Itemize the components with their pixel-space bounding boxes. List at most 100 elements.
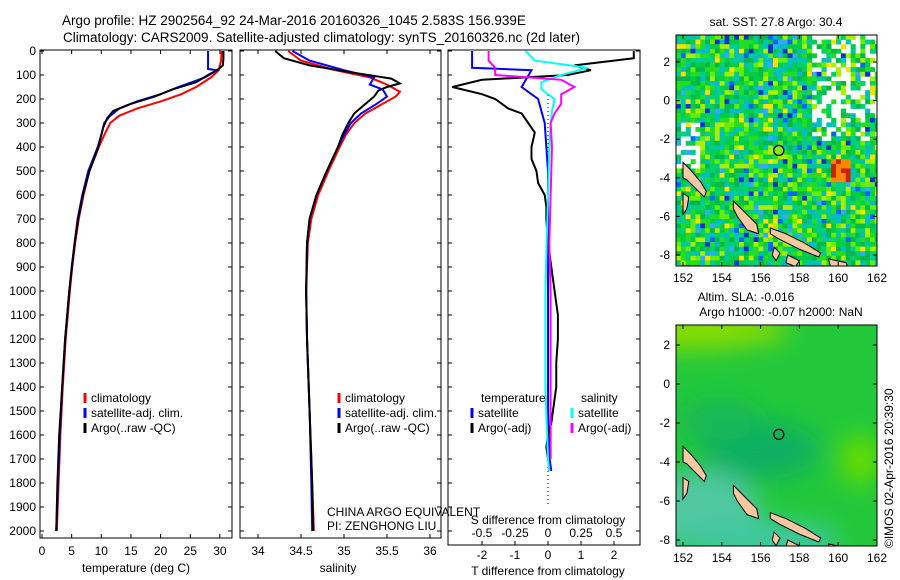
land-polygon xyxy=(682,192,690,217)
y-tick-label: 800 xyxy=(16,236,36,250)
lat-tick-label: 0 xyxy=(663,377,670,391)
map-frame xyxy=(675,34,878,267)
s-tick-label: -0.25 xyxy=(501,526,529,540)
legend-label: climatology xyxy=(91,391,151,405)
lat-tick-label: -8 xyxy=(659,533,670,547)
y-tick-label: 1300 xyxy=(9,356,36,370)
land-polygon xyxy=(771,246,781,262)
lat-tick-label: 0 xyxy=(663,94,670,108)
lat-tick-label: 2 xyxy=(663,338,670,352)
lat-tick-label: -2 xyxy=(659,132,670,146)
lon-tick-label: 154 xyxy=(712,551,732,565)
sla-map: 152 154 156 158 160 162 2 0 -2 -4 -6 -8 Altim. SLA: … xyxy=(659,290,887,565)
lon-tick-label: 156 xyxy=(751,551,771,565)
y-tick-label: 1700 xyxy=(9,452,36,466)
sst-map: 152 154 156 158 160 162 2 0 -2 -4 -6 -8 sat. SST: 27… xyxy=(659,15,887,285)
temperature-panel: 0100200300400500600700800900100011001200… xyxy=(9,44,233,575)
lon-tick-label: 162 xyxy=(867,271,887,285)
x-tick-label: -2 xyxy=(477,548,488,562)
s-tick-label: 0.5 xyxy=(606,526,623,540)
y-tick-label: 700 xyxy=(16,212,36,226)
legend-label: Argo(..raw -QC) xyxy=(91,421,176,435)
legend-label: satellite-adj. clim. xyxy=(91,406,183,420)
legend-label: climatology xyxy=(345,391,405,405)
legend-label: Argo(-adj) xyxy=(578,421,631,435)
y-tick-label: 1500 xyxy=(9,404,36,418)
lon-tick-label: 158 xyxy=(789,271,809,285)
y-tick-label: 600 xyxy=(16,188,36,202)
land-polygon xyxy=(769,227,822,258)
lon-tick-label: 154 xyxy=(712,271,732,285)
y-tick-label: 1600 xyxy=(9,428,36,442)
plot-frame xyxy=(447,49,641,546)
lon-tick-label: 160 xyxy=(828,551,848,565)
x-tick-label: 0 xyxy=(545,548,552,562)
land-polygon xyxy=(785,254,801,266)
argo-location-marker xyxy=(773,144,785,157)
x-axis-label: T difference from climatology xyxy=(471,564,625,578)
sla-field xyxy=(676,325,877,546)
y-tick-label: 1900 xyxy=(9,500,36,514)
plot-frame xyxy=(239,49,442,539)
y-tick-label: 100 xyxy=(16,68,36,82)
y-tick-label: 1800 xyxy=(9,476,36,490)
argo-location-marker xyxy=(773,428,785,441)
argo-height-label: Argo h1000: -0.07 h2000: NaN xyxy=(699,305,862,319)
series-line-climatology xyxy=(287,50,402,532)
series-line-argo xyxy=(274,50,403,532)
legend-label: satellite xyxy=(478,406,519,420)
lat-tick-label: -2 xyxy=(659,416,670,430)
series-line-satellite xyxy=(55,51,220,532)
x-tick-label: 1 xyxy=(578,548,585,562)
salinity-panel: 34 34.5 35 35.5 36 salinity climatologysatelli… xyxy=(239,49,481,575)
x-tick-label: 34 xyxy=(251,544,265,558)
y-tick-label: 2000 xyxy=(9,524,36,538)
lon-tick-label: 156 xyxy=(751,271,771,285)
x-tick-label: 30 xyxy=(213,544,227,558)
sst-map-title: sat. SST: 27.8 Argo: 30.4 xyxy=(710,15,843,29)
lon-tick-label: 158 xyxy=(789,551,809,565)
legend-label: Argo(..raw -QC) xyxy=(345,421,430,435)
y-tick-label: 400 xyxy=(16,140,36,154)
lon-tick-label: 152 xyxy=(673,271,693,285)
lat-tick-label: -6 xyxy=(659,494,670,508)
x-tick-label: 5 xyxy=(68,544,75,558)
legend-label: Argo(-adj) xyxy=(478,421,531,435)
land-polygon xyxy=(732,484,760,520)
y-tick-label: 0 xyxy=(29,44,36,58)
series-line-climatology xyxy=(55,50,223,532)
pi-label: PI: ZENGHONG LIU xyxy=(327,519,436,533)
lon-tick-label: 160 xyxy=(828,271,848,285)
land-polygon xyxy=(682,161,707,199)
x-tick-label: 35 xyxy=(337,544,351,558)
lon-tick-label: 152 xyxy=(673,551,693,565)
land-polygon xyxy=(785,539,801,546)
y-tick-label: 1100 xyxy=(10,308,36,322)
lat-tick-label: 2 xyxy=(663,55,670,69)
legend-title: temperature xyxy=(481,391,546,405)
x-tick-label: 35.5 xyxy=(375,544,399,558)
float-program-label: CHINA ARGO EQUIVALENT xyxy=(327,505,481,519)
x-tick-label: 25 xyxy=(184,544,198,558)
land-polygon xyxy=(682,445,707,483)
s-axis-label: S difference from climatology xyxy=(471,513,626,527)
land-polygon xyxy=(682,476,690,501)
series-line-salinity-argo xyxy=(487,51,577,459)
y-tick-label: 1400 xyxy=(9,380,36,394)
s-tick-label: 0 xyxy=(545,526,552,540)
legend-title: salinity xyxy=(581,391,618,405)
lat-tick-label: -4 xyxy=(659,171,670,185)
figure-title-line1: Argo profile: HZ 2902564_92 24-Mar-2016 … xyxy=(62,13,526,28)
x-axis-label: temperature (deg C) xyxy=(82,561,190,575)
lon-tick-label: 162 xyxy=(867,551,887,565)
land-polygon xyxy=(827,543,841,546)
land-polygon xyxy=(769,511,822,543)
x-tick-label: 0 xyxy=(39,544,46,558)
y-tick-label: 300 xyxy=(16,116,36,130)
x-tick-label: 20 xyxy=(154,544,168,558)
s-tick-label: -0.5 xyxy=(472,526,493,540)
y-tick-label: 200 xyxy=(16,92,36,106)
sst-field xyxy=(676,35,877,266)
x-tick-label: 10 xyxy=(95,544,109,558)
